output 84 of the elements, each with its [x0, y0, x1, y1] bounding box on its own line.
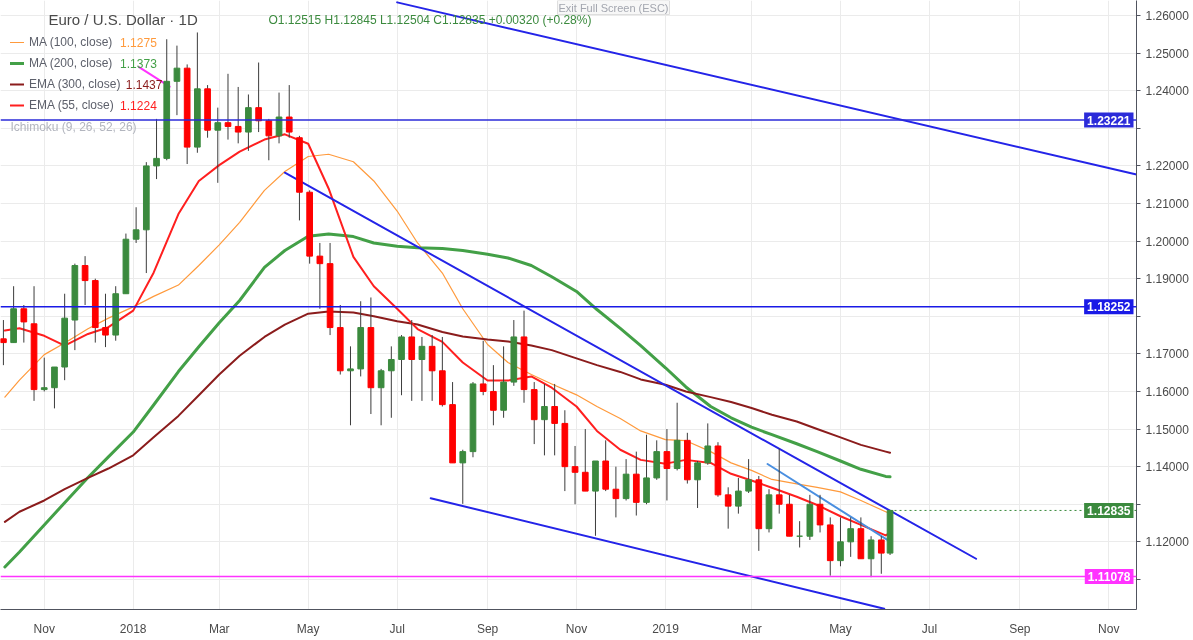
candlestick	[816, 494, 824, 533]
x-tick-label: Jul	[921, 621, 938, 636]
annotation: 1.1373	[120, 57, 158, 71]
ref-line-label: 1.23221	[1087, 113, 1131, 128]
candlestick	[837, 516, 844, 567]
candlestick	[173, 45, 181, 116]
y-tick-label: 1.20000	[1145, 234, 1190, 249]
candlestick	[877, 535, 885, 575]
candlestick	[316, 242, 324, 310]
y-tick-label: 1.22000	[1145, 159, 1190, 174]
candlestick	[153, 118, 160, 180]
x-tick-label: Jul	[389, 621, 405, 636]
candlestick	[418, 336, 426, 402]
candlestick	[581, 428, 589, 492]
line-series	[3, 232, 892, 569]
x-tick-label: Mar	[208, 621, 230, 636]
y-tick-label: 1.12000	[1145, 535, 1190, 550]
legend-label: EMA (55, close)	[29, 97, 114, 114]
candlestick	[541, 383, 548, 456]
candlestick	[694, 460, 701, 509]
candlestick	[571, 445, 579, 505]
candlestick	[132, 206, 140, 244]
annotation: Exit Full Screen (ESC)	[558, 1, 669, 14]
x-tick-label: Sep	[476, 621, 499, 636]
x-tick-label: 2019	[652, 621, 680, 636]
annotation: Ichimoku (9, 26, 52, 26)	[10, 119, 137, 134]
x-tick-label: Sep	[1009, 621, 1031, 636]
annotation: 1.1437	[125, 78, 163, 92]
candlestick	[735, 477, 742, 515]
candlestick	[224, 73, 232, 141]
x-tick-label: Mar	[741, 621, 762, 636]
y-tick-label: 1.19000	[1145, 272, 1190, 287]
candlestick	[51, 366, 58, 409]
candlestick	[551, 383, 558, 456]
candlestick	[377, 368, 385, 426]
candlestick	[459, 449, 467, 505]
candlestick	[0, 319, 7, 366]
x-tick-label: 2018	[119, 621, 147, 636]
candlestick	[847, 516, 855, 558]
y-tick-label: 1.15000	[1145, 422, 1190, 437]
candlestick	[408, 319, 416, 402]
y-tick-label: 1.14000	[1145, 460, 1190, 475]
ref-line-label: 1.18252	[1087, 300, 1131, 315]
candlestick	[612, 466, 620, 518]
y-tick-label: 1.17000	[1145, 347, 1190, 362]
annotation: 1.1224	[120, 99, 158, 113]
y-tick-label: 1.24000	[1145, 84, 1190, 99]
y-tick-label: 1.25000	[1145, 46, 1190, 61]
annotation: 1.1275	[120, 36, 158, 50]
line-series	[3, 310, 892, 523]
candlestick	[234, 86, 242, 144]
candlestick	[102, 293, 109, 348]
ref-line-label: 1.11078	[1087, 569, 1131, 584]
candlestick	[398, 334, 405, 396]
y-tick-label: 1.26000	[1145, 9, 1190, 24]
candlestick	[490, 364, 497, 426]
x-tick-label: Nov	[565, 621, 588, 636]
candlestick	[479, 340, 487, 396]
candlestick	[704, 422, 712, 466]
candlestick	[663, 428, 671, 501]
candlestick	[724, 486, 732, 530]
candlestick	[40, 357, 48, 392]
candlestick	[347, 345, 354, 426]
annotation: 1.12835	[1087, 503, 1131, 518]
x-tick-label: Nov	[1098, 621, 1120, 636]
candlestick	[20, 304, 28, 344]
legend-label: MA (100, close)	[29, 34, 113, 51]
text: Euro / U.S. Dollar · 1D	[48, 11, 198, 28]
candlestick	[867, 535, 875, 578]
legend-label: MA (200, close)	[29, 55, 113, 72]
candlestick	[775, 448, 783, 515]
y-tick-label: 1.16000	[1145, 384, 1190, 399]
candlestick	[81, 255, 89, 306]
y-tick-label: 1.21000	[1145, 197, 1190, 211]
x-tick-label: May	[296, 621, 320, 636]
x-tick-label: May	[829, 621, 852, 636]
candlestick	[745, 458, 752, 494]
candlestick	[214, 107, 222, 184]
candlestick	[265, 118, 273, 161]
candlestick	[275, 92, 283, 144]
x-tick-label: Nov	[33, 621, 55, 636]
candlestick	[285, 84, 293, 139]
candlestick	[387, 345, 395, 419]
legend-label: EMA (300, close)	[29, 76, 121, 93]
